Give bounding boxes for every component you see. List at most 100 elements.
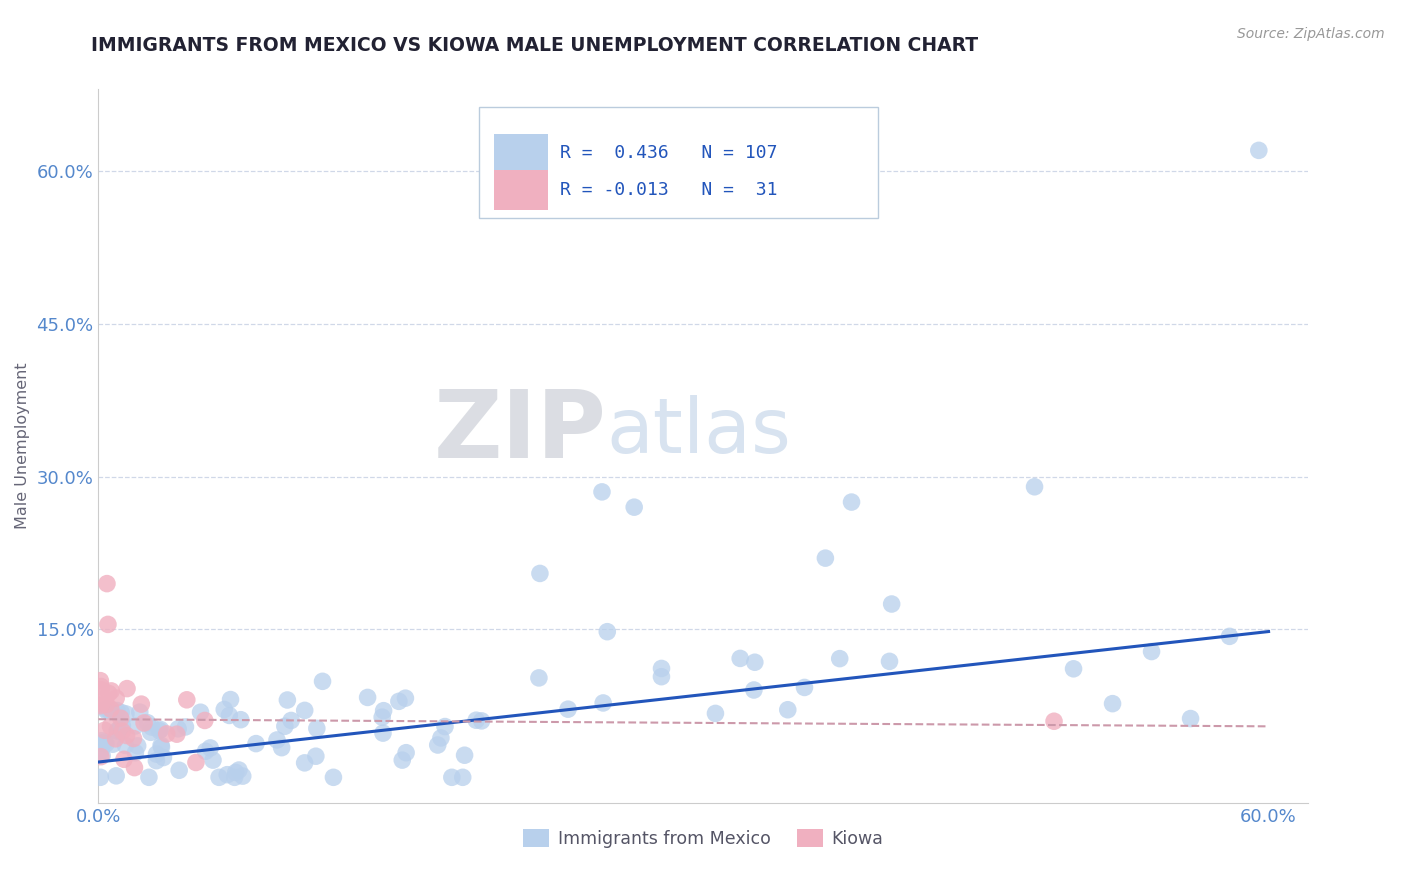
Point — [453, 748, 475, 763]
Point — [704, 706, 727, 721]
Point — [650, 661, 672, 675]
Point — [228, 763, 250, 777]
Point — [880, 597, 903, 611]
Point — [217, 767, 239, 781]
Point — [270, 740, 292, 755]
FancyBboxPatch shape — [494, 134, 548, 173]
Point — [1140, 644, 1163, 658]
Point — [93, 723, 115, 738]
Point — [152, 750, 174, 764]
Point — [90, 697, 112, 711]
Point — [650, 670, 672, 684]
Point — [114, 739, 136, 753]
Point — [184, 756, 207, 770]
Point — [108, 722, 131, 736]
Point — [430, 731, 453, 745]
Point — [124, 746, 146, 760]
Point — [793, 681, 815, 695]
Point — [105, 769, 128, 783]
Point — [96, 576, 118, 591]
Point — [97, 686, 120, 700]
Point — [194, 744, 217, 758]
Point — [212, 702, 235, 716]
Point — [1247, 144, 1270, 158]
Point — [529, 566, 551, 581]
Point — [96, 702, 118, 716]
Point — [131, 697, 153, 711]
Point — [201, 753, 224, 767]
Point — [145, 747, 167, 761]
Point — [394, 691, 416, 706]
Point — [94, 737, 117, 751]
FancyBboxPatch shape — [494, 170, 548, 210]
Point — [110, 711, 132, 725]
Point — [167, 764, 190, 778]
Point — [90, 744, 112, 758]
Point — [527, 671, 550, 685]
Point — [111, 724, 134, 739]
Point — [107, 724, 129, 739]
Point — [91, 748, 114, 763]
Point — [141, 720, 163, 734]
Point — [115, 681, 138, 696]
Point — [112, 752, 135, 766]
Point — [225, 765, 247, 780]
Point — [814, 551, 837, 566]
Point — [232, 769, 254, 783]
Point — [90, 733, 112, 747]
Point — [229, 713, 252, 727]
Point — [356, 690, 378, 705]
Point — [124, 761, 146, 775]
Point — [100, 705, 122, 719]
Point — [744, 655, 766, 669]
Point — [166, 727, 188, 741]
Point — [96, 704, 118, 718]
Point — [111, 719, 134, 733]
Point — [451, 770, 474, 784]
Text: atlas: atlas — [606, 395, 792, 468]
Point — [623, 500, 645, 515]
Point — [596, 624, 619, 639]
Point — [305, 749, 328, 764]
Point — [208, 770, 231, 784]
Point — [465, 713, 488, 727]
Point — [1180, 712, 1202, 726]
FancyBboxPatch shape — [479, 107, 879, 218]
Point — [305, 722, 328, 736]
Point — [1101, 697, 1123, 711]
Point — [471, 714, 494, 728]
Text: Source: ZipAtlas.com: Source: ZipAtlas.com — [1237, 27, 1385, 41]
Point — [841, 495, 863, 509]
Point — [276, 693, 298, 707]
Point — [100, 684, 122, 698]
Point — [101, 737, 124, 751]
Point — [1043, 714, 1066, 729]
Point — [138, 770, 160, 784]
Point — [105, 723, 128, 738]
Point — [224, 770, 246, 784]
Point — [742, 683, 765, 698]
Point — [96, 698, 118, 712]
Point — [371, 726, 394, 740]
Point — [218, 708, 240, 723]
Point — [194, 714, 217, 728]
Point — [322, 770, 344, 784]
Point — [93, 735, 115, 749]
Point — [128, 705, 150, 719]
Point — [115, 706, 138, 721]
Point — [294, 703, 316, 717]
Point — [592, 696, 614, 710]
Point — [294, 756, 316, 770]
Point — [145, 754, 167, 768]
Point — [440, 770, 463, 784]
Point — [776, 703, 799, 717]
Point — [1063, 662, 1085, 676]
Point — [176, 693, 198, 707]
Point — [89, 736, 111, 750]
Point — [105, 704, 128, 718]
Point — [90, 749, 112, 764]
Point — [124, 719, 146, 733]
Point — [280, 714, 302, 728]
Point — [1024, 480, 1046, 494]
Point — [728, 651, 751, 665]
